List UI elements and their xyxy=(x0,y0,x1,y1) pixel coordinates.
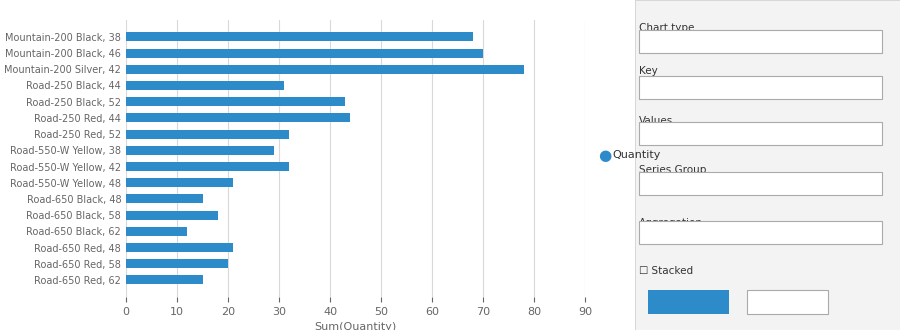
Text: ☐ Stacked: ☐ Stacked xyxy=(639,266,693,276)
Text: Chart type: Chart type xyxy=(639,23,695,33)
Text: ●: ● xyxy=(598,148,612,163)
Text: Quantity: Quantity xyxy=(648,129,690,139)
Bar xyxy=(126,97,346,106)
Text: Bar chart: Bar chart xyxy=(648,36,693,46)
Text: Apply: Apply xyxy=(674,297,703,307)
Text: Key: Key xyxy=(639,66,658,76)
Bar xyxy=(126,227,187,236)
Bar xyxy=(126,162,289,171)
Bar xyxy=(126,259,228,268)
Bar xyxy=(126,49,483,57)
Bar xyxy=(126,130,289,139)
Bar xyxy=(126,178,233,187)
Bar xyxy=(126,114,350,122)
Text: Series Group: Series Group xyxy=(639,165,706,175)
Bar xyxy=(126,194,202,203)
X-axis label: Sum(Quantity): Sum(Quantity) xyxy=(314,322,397,330)
Bar xyxy=(126,211,218,219)
Text: Quantity: Quantity xyxy=(612,150,661,160)
Text: Sum: Sum xyxy=(648,228,670,238)
Bar xyxy=(126,276,202,284)
Text: Cancel: Cancel xyxy=(770,297,806,307)
Bar xyxy=(126,146,274,155)
Text: Values: Values xyxy=(639,115,673,125)
Bar xyxy=(126,32,472,41)
Bar xyxy=(126,65,524,74)
Text: Item: Item xyxy=(648,82,670,92)
Bar xyxy=(126,81,284,90)
Text: Aggregation: Aggregation xyxy=(639,218,703,228)
Bar xyxy=(126,243,233,252)
